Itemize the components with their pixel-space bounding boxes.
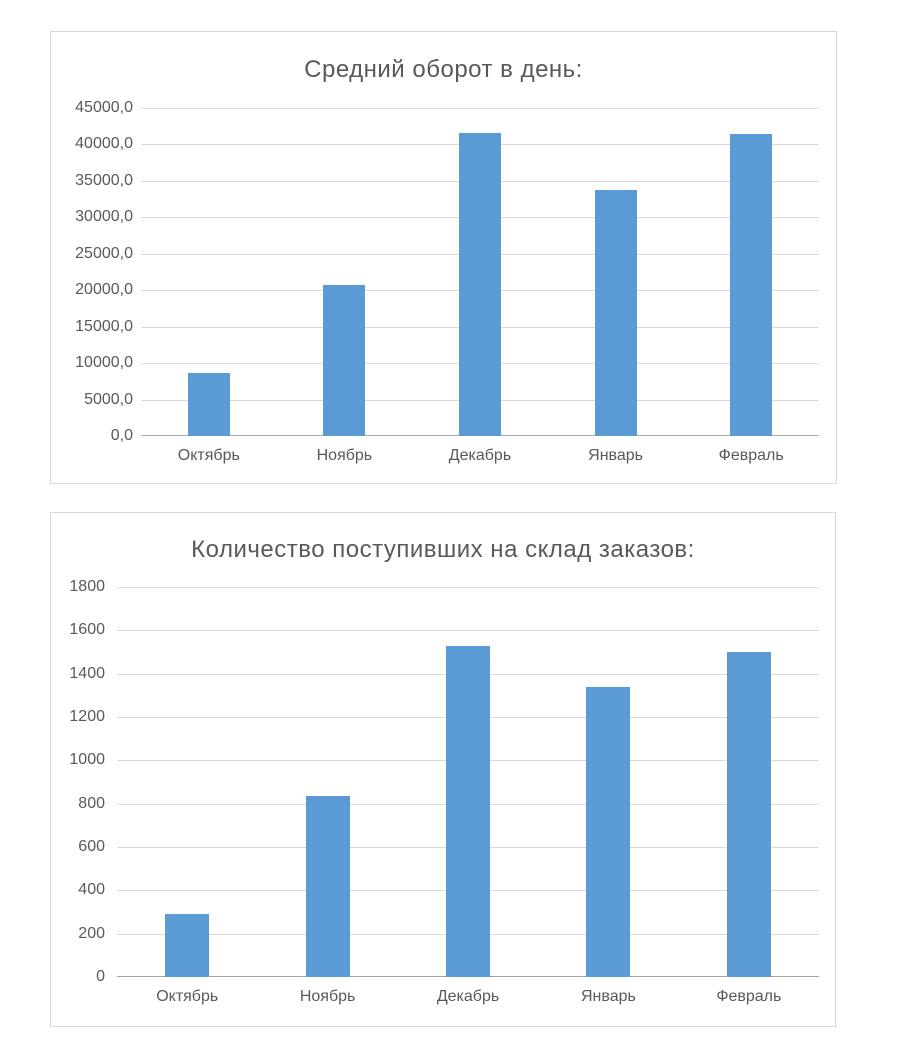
plot-area [141, 108, 819, 436]
chart-panel-warehouse-orders-count: Количество поступивших на склад заказов:… [50, 512, 836, 1027]
y-tick-label: 35000,0 [75, 171, 133, 189]
gridline [141, 108, 819, 109]
bar-october [187, 372, 230, 436]
y-tick-label: 1600 [69, 621, 105, 639]
x-category-label-october: Октябрь [156, 988, 219, 1005]
chart-body: 1800 1600 1400 1200 1000 800 600 400 200 0 [51, 578, 819, 985]
chart-title-area: Средний оборот в день: [51, 32, 836, 108]
bar-slot [683, 108, 819, 436]
bar-slot [548, 108, 684, 436]
y-tick-label: 1200 [69, 707, 105, 725]
y-tick-label: 40000,0 [75, 135, 133, 153]
bar-slot [398, 587, 538, 977]
bar-slot [277, 108, 413, 436]
x-axis-category-labels: Октябрь Ноябрь Декабрь Январь Февраль [141, 436, 819, 465]
y-tick-label: 0 [96, 968, 105, 985]
x-category-label-december: Декабрь [448, 447, 512, 464]
x-category-label-december: Декабрь [436, 988, 500, 1005]
bar-slot [117, 587, 257, 977]
bar-november [305, 796, 350, 977]
chart-title: Количество поступивших на склад заказов: [191, 536, 695, 563]
y-tick-label: 1400 [69, 664, 105, 682]
x-category-label-january: Январь [588, 447, 643, 464]
y-axis-tick-labels: 1800 1600 1400 1200 1000 800 600 400 200 0 [51, 578, 117, 985]
y-tick-label: 600 [78, 837, 105, 855]
y-tick-label: 1000 [69, 751, 105, 769]
x-category-label-february: Февраль [718, 447, 784, 464]
y-tick-label: 5000,0 [84, 390, 133, 408]
bar-slot [412, 108, 548, 436]
chart-title-area: Количество поступивших на склад заказов: [51, 513, 835, 587]
y-axis-tick-labels: 45000,0 40000,0 35000,0 30000,0 25000,0 20000… [51, 99, 141, 444]
x-category-label-november: Ноябрь [299, 988, 356, 1005]
bar-series [141, 108, 819, 436]
gridline [117, 630, 819, 632]
chart-body: 45000,0 40000,0 35000,0 30000,0 25000,0 20000… [51, 99, 819, 444]
y-tick-label: 25000,0 [75, 244, 133, 262]
y-tick-label: 800 [78, 794, 105, 812]
y-tick-label: 1800 [69, 578, 105, 595]
x-category-label-october: Октябрь [177, 447, 240, 464]
x-category-label-february: Февраль [716, 988, 782, 1005]
y-tick-label: 400 [78, 881, 105, 899]
bar-slot [257, 587, 397, 977]
y-tick-label: 200 [78, 924, 105, 942]
bar-slot [679, 587, 819, 977]
y-tick-label: 20000,0 [75, 281, 133, 299]
bar-december [446, 645, 491, 977]
y-tick-label: 15000,0 [75, 317, 133, 335]
chart-panel-avg-daily-turnover: Средний оборот в день: 45000,0 40000,0 350… [50, 31, 837, 484]
x-category-label-january: Январь [581, 988, 636, 1005]
bar-february [726, 652, 771, 977]
bar-december [458, 132, 501, 436]
bar-january [586, 686, 631, 977]
gridline [117, 587, 819, 588]
bar-slot [538, 587, 678, 977]
y-tick-label: 0,0 [110, 427, 133, 444]
plot-area [117, 587, 819, 977]
y-tick-label: 45000,0 [75, 99, 133, 116]
y-tick-label: 10000,0 [75, 354, 133, 372]
bar-series [117, 587, 819, 977]
bar-november [323, 285, 366, 436]
bar-october [165, 914, 210, 977]
bar-slot [141, 108, 277, 436]
chart-title: Средний оборот в день: [304, 56, 583, 83]
bar-january [594, 189, 637, 436]
x-axis-category-labels: Октябрь Ноябрь Декабрь Январь Февраль [117, 977, 819, 1006]
bar-february [730, 133, 773, 436]
y-tick-label: 30000,0 [75, 208, 133, 226]
x-category-label-november: Ноябрь [316, 447, 373, 464]
